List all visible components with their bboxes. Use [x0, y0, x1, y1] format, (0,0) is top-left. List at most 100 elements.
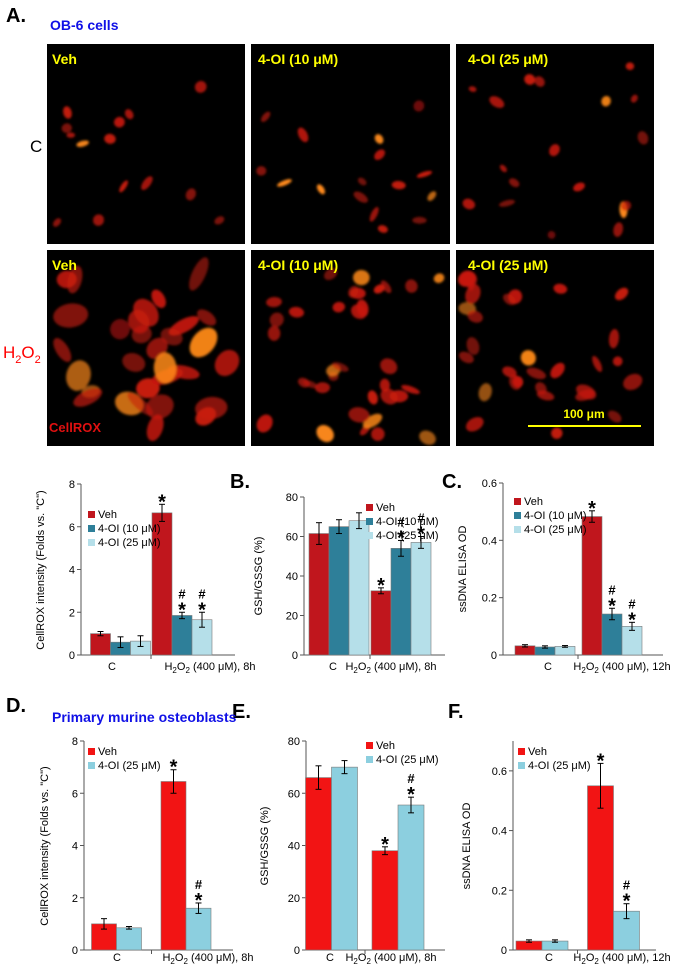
fluorescent-cell [369, 206, 379, 222]
significance-star: * [381, 834, 389, 856]
fluorescent-cell [185, 188, 196, 201]
legend-swatch [366, 518, 373, 525]
fluorescent-cell [550, 362, 565, 379]
fluorescent-cell [56, 270, 77, 289]
category-label: H2O2 (400 μM), 12h [573, 661, 670, 675]
fluorescent-cell [277, 179, 292, 187]
fluorescent-cell [413, 100, 425, 112]
fluorescent-cell [288, 306, 305, 318]
fluorescent-cell [520, 350, 536, 366]
legend-label: 4-OI (25 μM) [98, 760, 161, 772]
significance-star: * [195, 890, 203, 912]
fluorescent-cell [297, 127, 309, 143]
chart-A-quant: 0 2 4 6 8 CellROX intensity (Folds vs. "C") C H… [35, 479, 256, 675]
legend-label: Veh [98, 746, 117, 758]
y-tick-label: 6 [69, 522, 75, 534]
bar [160, 781, 187, 951]
fluorescent-cell [214, 216, 225, 225]
y-tick-label: 0 [292, 650, 298, 662]
fluorescent-cell [332, 301, 346, 313]
panel-letter-b: B. [230, 471, 250, 493]
fluorescent-cell [119, 180, 128, 193]
fluorescent-cell [195, 396, 228, 420]
fluorescent-cell [110, 319, 130, 340]
bar [370, 590, 392, 656]
fluorescent-cell [189, 327, 218, 358]
bar [328, 526, 350, 656]
significance-star: * [588, 498, 596, 520]
y-tick-label: 20 [288, 893, 300, 905]
legend-swatch [88, 525, 95, 532]
bar [390, 548, 412, 656]
fluorescent-cell [380, 358, 398, 375]
y-tick-label: 0.2 [482, 593, 497, 605]
bar [348, 520, 370, 656]
fluorescent-cell [261, 111, 271, 122]
y-tick-label: 0.6 [482, 478, 497, 490]
significance-hash: # [407, 771, 415, 786]
legend-label: 4-OI (25 μM) [376, 754, 439, 766]
fluorescent-cell [524, 74, 536, 85]
fluorescent-cell [122, 352, 146, 372]
fluorescent-cell [357, 177, 367, 186]
fluorescent-cell [592, 355, 603, 372]
fluorescent-cell [131, 325, 152, 344]
panel-letter-e: E. [232, 701, 251, 723]
row-label-h2o2: H2O2 [3, 343, 41, 366]
fluorescent-cell [256, 166, 267, 176]
fluorescent-cell [489, 96, 505, 108]
panel-letter-f: F. [448, 701, 464, 723]
significance-star: * [178, 599, 186, 621]
y-tick-label: 20 [286, 611, 298, 623]
fluorescent-cell [613, 222, 624, 237]
fluorescent-cell [512, 375, 524, 388]
legend-swatch [88, 748, 95, 755]
category-label: C [326, 952, 334, 964]
y-tick-label: 80 [288, 736, 300, 748]
tile-label-4oi25-c: 4-OI (25 μM) [468, 51, 548, 67]
fluorescent-cell [391, 180, 406, 190]
y-tick-label: 8 [69, 479, 75, 491]
cell-fluorescence [52, 62, 649, 445]
bar [331, 766, 358, 951]
fluorescent-cell [348, 407, 370, 423]
significance-star: * [623, 891, 631, 913]
tile-c-veh [47, 44, 245, 244]
fluorescent-cell [92, 214, 105, 226]
fluorescent-cell [547, 231, 556, 239]
fluorescent-cell [194, 80, 207, 93]
y-axis-label: CellROX intensity (Folds vs. "C") [35, 490, 47, 649]
fluorescent-cell [433, 273, 445, 284]
significance-star: * [377, 575, 385, 597]
significance-hash: # [178, 586, 186, 601]
fluorescent-cell [267, 325, 281, 341]
fluorescent-cell [214, 349, 240, 377]
fluorescent-cell [188, 257, 209, 291]
fluorescent-cell [380, 280, 392, 294]
significance-star: * [198, 599, 206, 621]
significance-hash: # [397, 514, 405, 529]
fluorescent-cell [104, 133, 116, 144]
legend-label: 4-OI (10 μM) [524, 510, 587, 522]
fluorescent-cell [323, 268, 338, 281]
fluorescent-cell [153, 352, 177, 384]
panel-letter-c: C. [442, 471, 462, 493]
fluorescent-cell [371, 427, 385, 441]
fluorescent-cell [146, 414, 164, 441]
tile-label-4oi25-h2o2: 4-OI (25 μM) [468, 257, 548, 273]
fluorescent-cell [614, 287, 629, 301]
fluorescent-cell [124, 109, 134, 120]
legend-swatch [518, 762, 525, 769]
fluorescent-cell [331, 362, 349, 372]
category-label: C [108, 661, 116, 673]
fluorescent-cell [136, 378, 160, 399]
legend-label: Veh [376, 502, 395, 514]
fluorescent-cell [76, 140, 89, 147]
chart-F: 0 0.2 0.4 0.6 ssDNA ELISA OD C H2O2 (400 μM), … [461, 741, 671, 966]
significance-star: * [397, 527, 405, 549]
fluorescent-cell [374, 149, 386, 161]
significance-star: * [597, 750, 605, 772]
y-tick-label: 0 [491, 650, 497, 662]
fluorescent-cell [534, 76, 545, 87]
